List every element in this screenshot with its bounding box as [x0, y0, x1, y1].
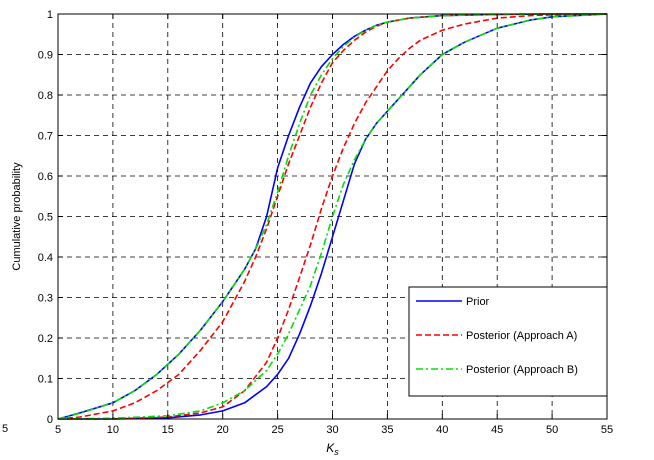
x-tick-label: 40: [436, 424, 448, 436]
y-tick-label: 1: [47, 9, 53, 21]
y-tick-label: 0: [47, 414, 53, 426]
series-line: [58, 13, 608, 420]
x-tick-label: 35: [381, 424, 393, 436]
x-axis-label: Ks: [326, 441, 339, 457]
axis-ticks: 5 10 15 20 25 30 35 40 45 50 55 0 0.1 0.2 0.3 0.4 0.5 0.6…: [38, 9, 613, 436]
series-line: [58, 13, 608, 420]
y-tick-label: 0.4: [38, 252, 53, 264]
legend-label: Posterior (Approach A): [466, 330, 577, 342]
y-tick-label: 0.3: [38, 293, 53, 305]
x-tick-label: 25: [271, 424, 283, 436]
x-axis-label-subscript: s: [334, 447, 339, 457]
y-tick-label: 0.1: [38, 374, 53, 386]
y-tick-label: 0.6: [38, 171, 53, 183]
x-tick-label: 45: [491, 424, 503, 436]
x-tick-label: 55: [601, 424, 613, 436]
y-tick-label: 0.5: [38, 212, 53, 224]
x-tick-label: 20: [217, 424, 229, 436]
x-tick-label: 10: [107, 424, 119, 436]
series-line: [57, 13, 607, 420]
legend-label: Posterior (Approach B): [466, 364, 578, 376]
series-lines: [57, 13, 608, 420]
x-tick-label: 30: [326, 424, 338, 436]
x-tick-label: 50: [546, 424, 558, 436]
stray-tick-label: 5: [2, 423, 9, 435]
y-tick-label: 0.7: [38, 131, 53, 143]
x-axis-label-main: K: [326, 441, 335, 455]
grid: [58, 14, 607, 419]
legend-box: [408, 286, 608, 397]
y-tick-label: 0.9: [38, 50, 53, 62]
series-line: [57, 13, 608, 420]
y-tick-label: 0.8: [38, 90, 53, 102]
legend-label: Prior: [466, 296, 490, 308]
y-axis-label: Cumulative probability: [11, 162, 23, 271]
y-tick-label: 0.2: [38, 333, 53, 345]
legend: Prior Posterior (Approach A) Posterior (Ap…: [408, 286, 608, 397]
series-line: [57, 13, 607, 420]
x-tick-label: 15: [162, 424, 174, 436]
x-tick-label: 5: [55, 424, 61, 436]
